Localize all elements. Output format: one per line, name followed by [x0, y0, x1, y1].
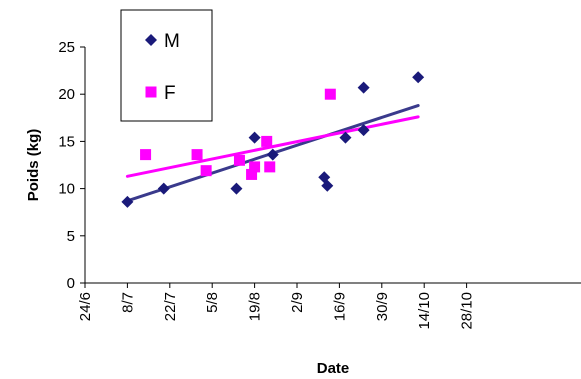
x-tick-label: 24/6 [77, 292, 94, 321]
x-axis-title: Date [317, 360, 350, 377]
y-tick-label: 0 [67, 275, 75, 292]
data-point-f [264, 161, 276, 173]
trendline-f [125, 115, 420, 178]
x-tick-label: 22/7 [162, 292, 179, 321]
x-tick-label: 8/7 [119, 292, 136, 313]
data-point-f [261, 135, 273, 147]
y-tick-label: 5 [67, 228, 75, 245]
data-point-f [249, 161, 261, 173]
y-axis-title: Poids (kg) [25, 129, 42, 202]
x-tick-label: 16/9 [331, 292, 348, 321]
data-point-f [246, 168, 258, 180]
y-axis-ticks: 0 5 10 15 20 25 [58, 39, 85, 292]
data-point-f [191, 149, 203, 161]
data-point-m [157, 182, 170, 195]
x-tick-label: 19/8 [247, 292, 264, 321]
data-point-f [233, 154, 245, 166]
legend-label-m: M [164, 31, 180, 52]
data-point-m [121, 195, 134, 208]
data-point-m [230, 182, 243, 195]
data-point-m [412, 71, 425, 84]
legend-marker-m [145, 34, 157, 46]
legend-label-f: F [164, 83, 176, 104]
x-axis-ticks: 24/6 8/7 22/7 5/8 19/8 2/9 16/9 30/9 14/10 28/10 [77, 283, 476, 330]
data-point-m [357, 124, 370, 137]
data-point-m [321, 179, 334, 192]
y-tick-label: 10 [58, 181, 75, 198]
data-point-m [339, 131, 352, 144]
plot-area [121, 71, 425, 208]
x-tick-label: 5/8 [204, 292, 221, 313]
data-point-m [248, 131, 261, 144]
y-tick-label: 15 [58, 133, 75, 150]
x-tick-label: 2/9 [289, 292, 306, 313]
x-tick-label: 28/10 [459, 292, 476, 330]
x-tick-label: 14/10 [416, 292, 433, 330]
y-tick-label: 25 [58, 39, 75, 56]
data-point-f [200, 165, 212, 177]
legend-box [120, 9, 213, 122]
legend-marker-f [145, 86, 157, 98]
legend: M F [120, 9, 213, 122]
data-point-m [357, 81, 370, 94]
data-point-m [266, 148, 279, 161]
data-point-f [140, 149, 152, 161]
x-tick-label: 30/9 [374, 292, 391, 321]
y-tick-label: 20 [58, 86, 75, 103]
data-point-f [324, 88, 336, 100]
